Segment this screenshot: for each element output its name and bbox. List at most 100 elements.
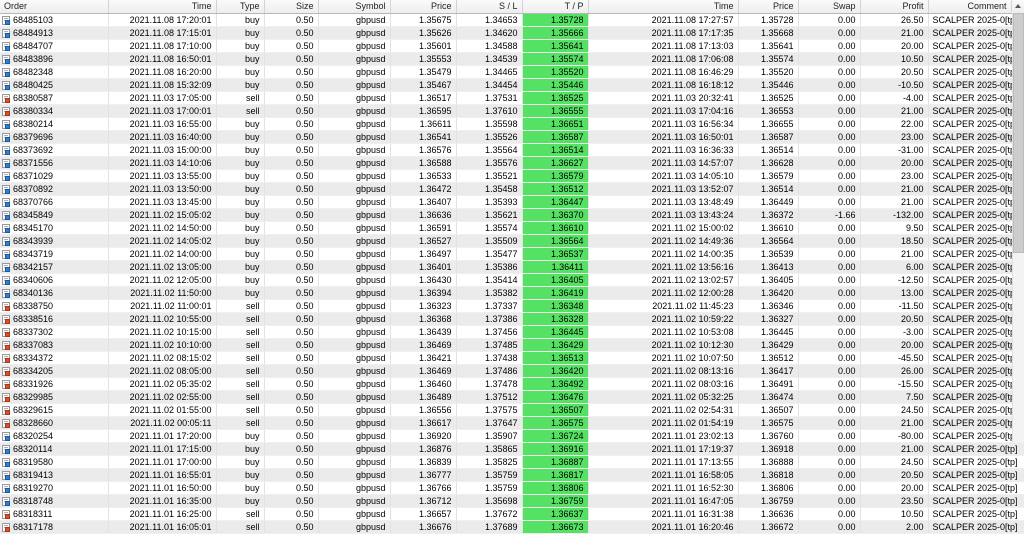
- table-row[interactable]: 68318748 2021.11.01 16:35:00 buy 0.50 gbpusd…: [0, 494, 1024, 508]
- table-row[interactable]: 68483896 2021.11.08 16:50:01 buy 0.50 gbpusd…: [0, 52, 1024, 66]
- cell-order: 68340606: [0, 273, 109, 287]
- column-header-stop-loss[interactable]: S / L: [456, 0, 523, 14]
- cell-profit: 21.00: [860, 26, 929, 40]
- column-header-open-price[interactable]: Price: [390, 0, 457, 14]
- cell-close-price: 1.36491: [738, 377, 799, 391]
- column-header-close-price[interactable]: Price: [738, 0, 799, 14]
- cell-close-price: 1.36628: [738, 156, 799, 170]
- column-header-close-time[interactable]: Time: [588, 0, 739, 14]
- table-row[interactable]: 68337083 2021.11.02 10:10:00 sell 0.50 gbpus…: [0, 338, 1024, 352]
- table-row[interactable]: 68380214 2021.11.03 16:55:00 buy 0.50 gbpusd…: [0, 117, 1024, 131]
- cell-close-time: 2021.11.01 16:52:30: [588, 481, 739, 495]
- column-header-type[interactable]: Type: [216, 0, 265, 14]
- column-header-comment[interactable]: Comment: [928, 0, 1024, 14]
- order-cell-content: 68345849: [2, 209, 104, 221]
- cell-close-time: 2021.11.02 05:32:25: [588, 390, 739, 404]
- scroll-up-button[interactable]: [1011, 0, 1023, 12]
- table-row[interactable]: 68345849 2021.11.02 15:05:02 buy 0.50 gbpusd…: [0, 208, 1024, 222]
- table-row[interactable]: 68482348 2021.11.08 16:20:00 buy 0.50 gbpusd…: [0, 65, 1024, 79]
- table-row[interactable]: 68329985 2021.11.02 02:55:00 sell 0.50 gbpus…: [0, 390, 1024, 404]
- cell-stop-loss: 1.35865: [456, 442, 523, 456]
- order-number: 68317178: [13, 522, 54, 532]
- table-row[interactable]: 68334372 2021.11.02 08:15:02 sell 0.50 gbpus…: [0, 351, 1024, 365]
- table-row[interactable]: 68345170 2021.11.02 14:50:00 buy 0.50 gbpusd…: [0, 221, 1024, 235]
- column-header-take-profit[interactable]: T / P: [522, 0, 589, 14]
- table-row[interactable]: 68343939 2021.11.02 14:05:02 buy 0.50 gbpusd…: [0, 234, 1024, 248]
- table-row[interactable]: 68319270 2021.11.01 16:50:00 buy 0.50 gbpusd…: [0, 481, 1024, 495]
- cell-close-price: 1.36346: [738, 299, 799, 313]
- cell-type: buy: [216, 78, 265, 92]
- table-row[interactable]: 68320254 2021.11.01 17:20:00 buy 0.50 gbpusd…: [0, 429, 1024, 443]
- cell-open-time: 2021.11.02 10:10:00: [108, 338, 217, 352]
- cell-comment: SCALPER 2025-0[tp]: [928, 39, 1024, 53]
- table-row[interactable]: 68331926 2021.11.02 05:35:02 sell 0.50 gbpus…: [0, 377, 1024, 391]
- cell-take-profit: 1.36429: [522, 338, 589, 352]
- table-row[interactable]: 68319580 2021.11.01 17:00:00 buy 0.50 gbpusd…: [0, 455, 1024, 469]
- column-header-swap[interactable]: Swap: [798, 0, 861, 14]
- table-row[interactable]: 68342157 2021.11.02 13:05:00 buy 0.50 gbpusd…: [0, 260, 1024, 274]
- table-row[interactable]: 68340606 2021.11.02 12:05:00 buy 0.50 gbpusd…: [0, 273, 1024, 287]
- table-row[interactable]: 68480425 2021.11.08 15:32:09 buy 0.50 gbpusd…: [0, 78, 1024, 92]
- table-row[interactable]: 68334205 2021.11.02 08:05:00 sell 0.50 gbpus…: [0, 364, 1024, 378]
- table-row[interactable]: 68484913 2021.11.08 17:15:01 buy 0.50 gbpusd…: [0, 26, 1024, 40]
- table-row[interactable]: 68485103 2021.11.08 17:20:01 buy 0.50 gbpusd…: [0, 13, 1024, 27]
- cell-close-price: 1.36888: [738, 455, 799, 469]
- order-buy-icon: [2, 470, 10, 480]
- cell-open-price: 1.35467: [390, 78, 457, 92]
- scrollbar-thumb[interactable]: [1013, 13, 1024, 253]
- cell-profit: 9.50: [860, 221, 929, 235]
- cell-type: buy: [216, 26, 265, 40]
- table-row[interactable]: 68371029 2021.11.03 13:55:00 buy 0.50 gbpusd…: [0, 169, 1024, 183]
- table-row[interactable]: 68380334 2021.11.03 17:00:01 sell 0.50 gbpus…: [0, 104, 1024, 118]
- order-cell-content: 68483896: [2, 53, 104, 65]
- table-row[interactable]: 68338750 2021.11.02 11:00:01 sell 0.50 gbpus…: [0, 299, 1024, 313]
- cell-profit: 13.00: [860, 286, 929, 300]
- table-row[interactable]: 68340136 2021.11.02 11:50:00 buy 0.50 gbpusd…: [0, 286, 1024, 300]
- cell-comment: SCALPER 2025-0[tp]: [928, 208, 1024, 222]
- table-row[interactable]: 68343719 2021.11.02 14:00:00 buy 0.50 gbpusd…: [0, 247, 1024, 261]
- cell-symbol: gbpusd: [318, 117, 391, 131]
- table-row[interactable]: 68337302 2021.11.02 10:15:00 sell 0.50 gbpus…: [0, 325, 1024, 339]
- column-header-symbol[interactable]: Symbol: [318, 0, 391, 14]
- cell-take-profit: 1.36411: [522, 260, 589, 274]
- table-row[interactable]: 68338516 2021.11.02 10:55:00 sell 0.50 gbpus…: [0, 312, 1024, 326]
- table-row[interactable]: 68370766 2021.11.03 13:45:00 buy 0.50 gbpusd…: [0, 195, 1024, 209]
- table-row[interactable]: 68317178 2021.11.01 16:05:01 sell 0.50 gbpus…: [0, 520, 1024, 534]
- cell-close-time: 2021.11.02 10:07:50: [588, 351, 739, 365]
- column-header-open-time[interactable]: Time: [108, 0, 217, 14]
- table-row[interactable]: 68370892 2021.11.03 13:50:00 buy 0.50 gbpusd…: [0, 182, 1024, 196]
- cell-open-price: 1.36595: [390, 104, 457, 118]
- table-row[interactable]: 68373692 2021.11.03 15:00:00 buy 0.50 gbpusd…: [0, 143, 1024, 157]
- cell-close-price: 1.36474: [738, 390, 799, 404]
- order-cell-content: 68319580: [2, 456, 104, 468]
- cell-type: buy: [216, 117, 265, 131]
- column-header-size[interactable]: Size: [264, 0, 319, 14]
- cell-take-profit: 1.36419: [522, 286, 589, 300]
- order-number: 68338516: [13, 314, 54, 324]
- cell-order: 68345170: [0, 221, 109, 235]
- cell-size: 0.50: [264, 390, 319, 404]
- table-row[interactable]: 68484707 2021.11.08 17:10:00 buy 0.50 gbpusd…: [0, 39, 1024, 53]
- cell-order: 68338516: [0, 312, 109, 326]
- order-cell-content: 68340136: [2, 287, 104, 299]
- cell-comment: SCALPER 2025-0[tp]: [928, 143, 1024, 157]
- table-row[interactable]: 68380587 2021.11.03 17:05:00 sell 0.50 gbpus…: [0, 91, 1024, 105]
- order-number: 68337083: [13, 340, 54, 350]
- table-row[interactable]: 68329615 2021.11.02 01:55:00 sell 0.50 gbpus…: [0, 403, 1024, 417]
- order-sell-icon: [2, 392, 10, 402]
- order-sell-icon: [2, 301, 10, 311]
- order-sell-icon: [2, 353, 10, 363]
- order-number: 68320254: [13, 431, 54, 441]
- table-row[interactable]: 68320114 2021.11.01 17:15:00 buy 0.50 gbpusd…: [0, 442, 1024, 456]
- table-row[interactable]: 68318311 2021.11.01 16:25:00 sell 0.50 gbpus…: [0, 507, 1024, 521]
- table-row[interactable]: 68379696 2021.11.03 16:40:00 buy 0.50 gbpusd…: [0, 130, 1024, 144]
- cell-open-price: 1.36617: [390, 416, 457, 430]
- table-row[interactable]: 68328660 2021.11.02 00:05:11 sell 0.50 gbpus…: [0, 416, 1024, 430]
- order-buy-icon: [2, 132, 10, 142]
- column-header-order[interactable]: Order: [0, 0, 109, 14]
- table-row[interactable]: 68371556 2021.11.03 14:10:06 buy 0.50 gbpusd…: [0, 156, 1024, 170]
- table-row[interactable]: 68319413 2021.11.01 16:55:01 buy 0.50 gbpusd…: [0, 468, 1024, 482]
- column-header-profit[interactable]: Profit: [860, 0, 929, 14]
- vertical-scrollbar[interactable]: [1012, 13, 1024, 442]
- cell-close-time: 2021.11.03 14:05:10: [588, 169, 739, 183]
